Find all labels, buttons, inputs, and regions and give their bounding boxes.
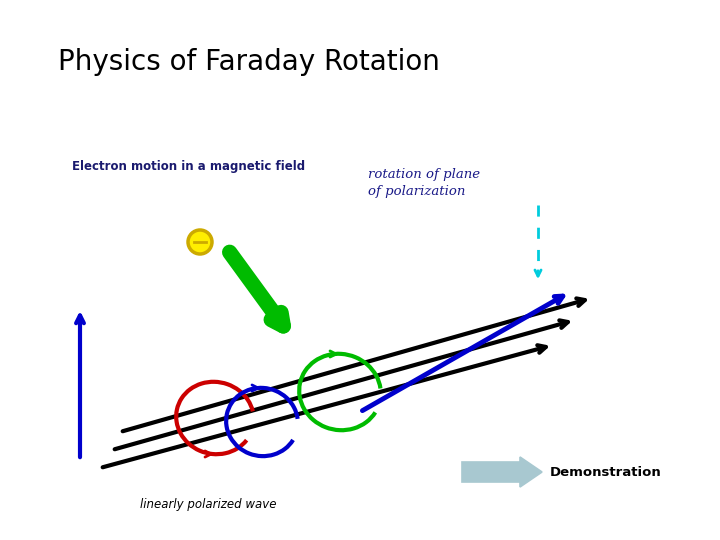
- Text: Electron motion in a magnetic field: Electron motion in a magnetic field: [72, 160, 305, 173]
- FancyArrow shape: [462, 457, 542, 487]
- Circle shape: [188, 230, 212, 254]
- Text: linearly polarized wave: linearly polarized wave: [140, 498, 276, 511]
- Text: rotation of plane
of polarization: rotation of plane of polarization: [368, 168, 480, 198]
- Text: Demonstration: Demonstration: [550, 465, 662, 478]
- Text: Physics of Faraday Rotation: Physics of Faraday Rotation: [58, 48, 440, 76]
